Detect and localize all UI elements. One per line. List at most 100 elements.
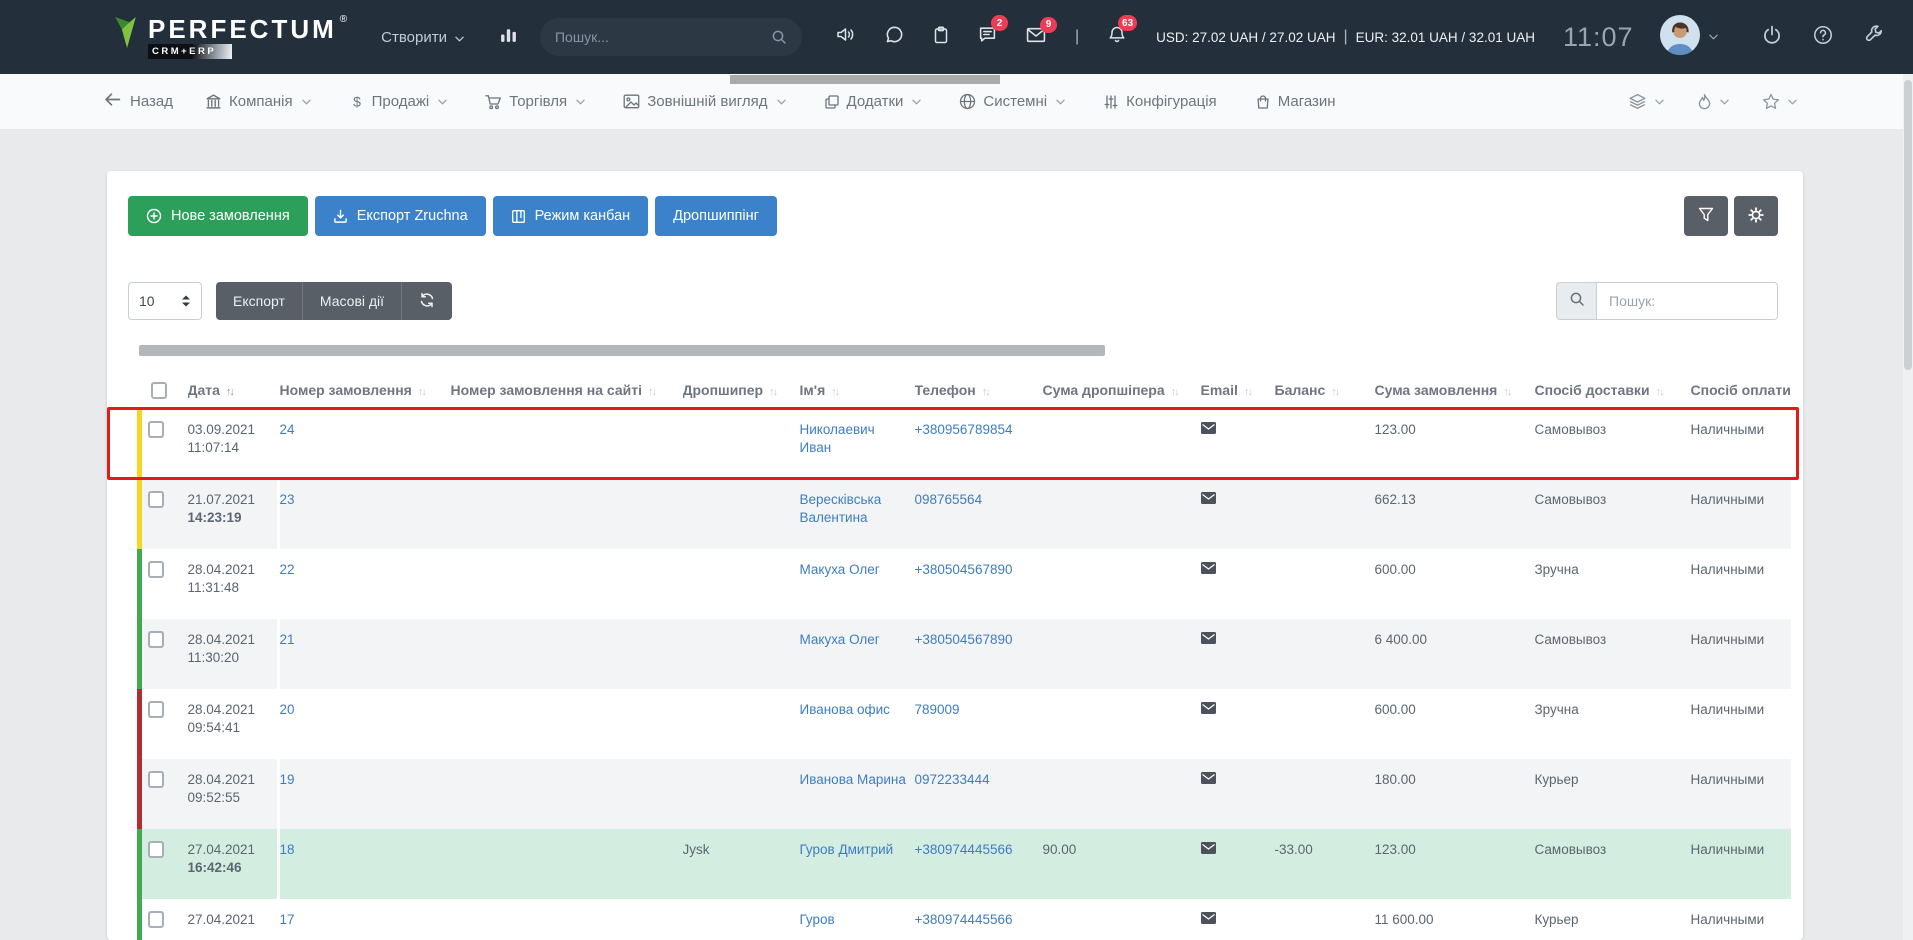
sort-icon[interactable]: ↑↓ [1655,386,1665,398]
page-scrollbar-thumb[interactable] [1904,80,1912,370]
order-number-link[interactable]: 23 [279,492,295,507]
speaker-button[interactable] [836,26,856,48]
export-button[interactable]: Експорт [216,282,302,320]
order-number-link[interactable]: 19 [279,772,295,787]
table-search-input[interactable] [1596,282,1778,320]
sort-icon[interactable]: ↑↓ [1170,386,1180,398]
comment-button[interactable]: 2 [978,15,1008,49]
col-header-phone[interactable]: Телефон ↑↓ [915,371,1043,409]
order-phone-link[interactable]: +380504567890 [914,562,1013,577]
order-phone-link[interactable]: +380956789854 [914,422,1013,437]
avatar[interactable] [1659,14,1700,60]
order-row[interactable]: 27.04.2021 16:42:46 18 Jysk Гуров Дмитрий +38… [137,829,1791,899]
row-checkbox[interactable] [148,491,164,508]
table-settings-button[interactable] [1734,196,1778,236]
page-size-select[interactable]: 10 [128,282,202,320]
sort-icon[interactable]: ↑↓ [1243,386,1253,398]
col-header-order_sum[interactable]: Сума замовлення ↑↓ [1375,371,1535,409]
menu-item-cart[interactable]: Торгівля [485,93,585,110]
order-number-link[interactable]: 21 [279,632,295,647]
create-menu-button[interactable]: Створити [381,29,464,46]
sort-icon[interactable]: ↑↓ [1503,386,1512,398]
menu-item-copy[interactable]: Додатки [824,93,922,110]
order-row[interactable]: 28.04.2021 09:52:55 19 Иванова Марина 097223… [137,759,1791,829]
col-header-dropshipper[interactable]: Дропшипер ↑↓ [683,371,800,409]
user-menu[interactable] [1659,14,1718,60]
help-button[interactable] [1813,25,1833,50]
order-phone-link[interactable]: 0972233444 [914,772,990,787]
order-row[interactable]: 27.04.2021 17 Гуров +380974445566 11 600.00 К… [137,899,1792,940]
email-icon[interactable] [1200,632,1216,644]
order-name-link[interactable]: Иванова офис [799,702,890,717]
order-number-link[interactable]: 22 [279,562,295,577]
filter-button[interactable] [1684,196,1728,236]
order-name-link[interactable]: Иванова Марина [799,772,906,787]
order-phone-link[interactable]: +380504567890 [914,632,1013,647]
global-search-input[interactable] [554,29,771,45]
col-header-site_number[interactable]: Номер замовлення на сайті ↑↓ [451,371,683,409]
menubar-scrollbar-thumb[interactable] [730,75,1000,84]
sort-icon[interactable]: ↑↓ [831,386,840,398]
email-icon[interactable] [1200,772,1216,784]
email-icon[interactable] [1200,912,1216,924]
menubar-tool-flame[interactable] [1697,93,1729,111]
order-name-link[interactable]: Гуров [799,912,835,927]
app-logo[interactable]: PERFECTUM ® CRM+ERP [112,14,347,59]
mail-button[interactable]: 9 [1026,16,1057,48]
order-name-link[interactable]: Макуха Олег [799,562,880,577]
chat-button[interactable] [885,25,904,49]
order-row[interactable]: 28.04.2021 11:31:48 22 Макуха Олег +38050456… [137,549,1792,619]
select-all-checkbox[interactable] [150,382,167,399]
menu-item-bank[interactable]: Компанія [205,93,311,110]
global-search[interactable] [539,18,802,56]
order-phone-link[interactable]: +380974445566 [914,842,1013,857]
table-scrollbar-thumb[interactable] [139,345,1105,356]
new-order-button[interactable]: Нове замовлення [128,196,308,236]
sort-icon[interactable]: ↑↓ [1331,386,1340,398]
order-row[interactable]: 28.04.2021 09:54:41 20 Иванова офис 789009 60… [137,689,1792,759]
sort-icon[interactable]: ↑↓ [647,386,657,398]
email-icon[interactable] [1200,422,1216,434]
back-button[interactable]: Назад [104,92,173,111]
menu-item-globe[interactable]: Системні [959,93,1065,110]
order-row[interactable]: 21.07.2021 14:23:19 23 Вересківська Валенти… [137,479,1791,549]
clipboard-button[interactable] [933,25,949,49]
order-name-link[interactable]: Николаевич Иван [799,422,875,455]
bell-button[interactable]: 63 [1108,15,1138,49]
order-number-link[interactable]: 20 [279,702,295,717]
row-checkbox[interactable] [148,701,164,718]
refresh-button[interactable] [401,282,452,320]
menu-item-sliders[interactable]: Конфігурація [1103,93,1217,110]
bulk-actions-button[interactable]: Масові дії [301,282,401,320]
menubar-tool-layers[interactable] [1628,93,1664,110]
order-name-link[interactable]: Гуров Дмитрий [799,842,894,857]
dashboard-chart-button[interactable] [499,25,518,49]
menu-item-image[interactable]: Зовнішній вигляд [623,93,786,110]
col-header-delivery[interactable]: Спосіб доставки ↑↓ [1535,371,1691,409]
sort-icon[interactable]: ↑↓ [769,386,778,398]
sort-icon[interactable]: ↑↓ [981,386,991,398]
order-phone-link[interactable]: +380974445566 [914,912,1013,927]
email-icon[interactable] [1200,562,1216,574]
row-checkbox[interactable] [148,561,164,578]
email-icon[interactable] [1200,702,1216,714]
col-header-dropshipper_sum[interactable]: Сума дропшіпера ↑↓ [1043,371,1201,409]
wrench-button[interactable] [1864,24,1884,50]
order-number-link[interactable]: 18 [279,842,295,857]
col-header-date[interactable]: Дата ↑↓ [188,371,280,409]
row-checkbox[interactable] [148,911,164,928]
row-checkbox[interactable] [148,771,164,788]
order-name-link[interactable]: Макуха Олег [799,632,880,647]
col-header-balance[interactable]: Баланс ↑↓ [1275,371,1375,409]
order-number-link[interactable]: 24 [279,422,295,437]
dropshipping-button[interactable]: Дропшиппінг [655,196,777,236]
order-phone-link[interactable]: 098765564 [914,492,983,507]
email-icon[interactable] [1200,842,1216,854]
export-zruchna-button[interactable]: Експорт Zruchna [314,196,486,236]
col-header-name[interactable]: Ім'я ↑↓ [800,371,915,409]
order-phone-link[interactable]: 789009 [914,702,960,717]
order-row[interactable]: 03.09.2021 11:07:14 24 Николаевич Иван +3809… [137,409,1792,479]
order-number-link[interactable]: 17 [279,912,295,927]
col-header-number[interactable]: Номер замовлення ↑↓ [280,371,451,409]
row-checkbox[interactable] [148,421,164,438]
